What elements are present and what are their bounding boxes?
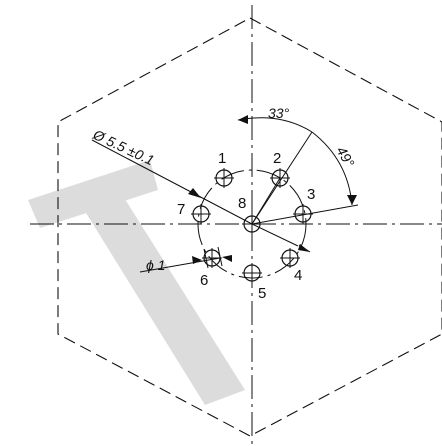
watermark-logo [28, 160, 245, 405]
pitch-diameter-label: Ø 5.5 ±0.1 [90, 126, 157, 169]
pin-label-1: 1 [218, 150, 226, 167]
pin-4 [280, 248, 300, 268]
pin-5 [242, 263, 262, 283]
pin-diameter-label: ϕ 1 [146, 257, 165, 273]
pin-label-2: 2 [273, 150, 281, 167]
angle-arrow-33a [238, 115, 248, 124]
pin-3 [293, 204, 313, 224]
pin-arrow-1 [192, 256, 202, 264]
angle-arrow-49 [347, 195, 357, 205]
angle-49-label: 49° [333, 144, 358, 171]
pin-label-5: 5 [258, 285, 266, 302]
pin-label-4: 4 [294, 267, 302, 284]
right-arrow [298, 244, 310, 252]
pin-8 [242, 214, 262, 234]
pin-1 [214, 168, 234, 188]
pin-label-8: 8 [238, 195, 246, 212]
diameter-arrow [188, 188, 201, 198]
pin-6 [202, 248, 222, 268]
pin-label-3: 3 [307, 186, 315, 203]
pin-7 [191, 204, 211, 224]
pin-label-7: 7 [177, 201, 185, 218]
pin-label-6: 6 [200, 272, 208, 289]
diameter-leader-line [91, 139, 253, 225]
pin-arrow-2 [222, 255, 232, 262]
angle-33-label: 33° [268, 105, 290, 121]
pin-2 [270, 168, 290, 188]
